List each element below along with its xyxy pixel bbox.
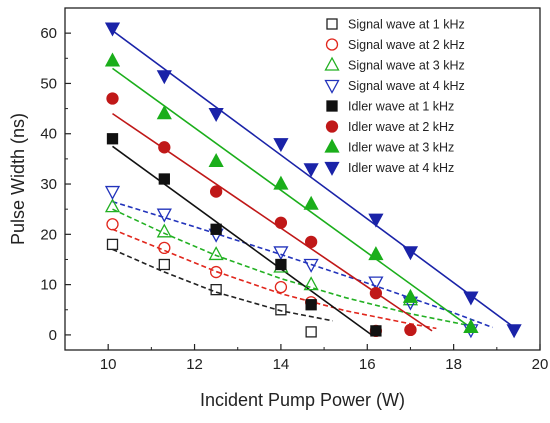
legend-label-2: Signal wave at 3 kHz — [348, 59, 465, 73]
data-point-6-4 — [303, 195, 319, 210]
data-point-0-3 — [275, 304, 287, 316]
data-point-3-4 — [303, 258, 319, 273]
data-point-0-0 — [106, 238, 119, 251]
data-point-5-4 — [304, 235, 318, 249]
x-axis-title: Incident Pump Power (W) — [200, 390, 405, 410]
data-point-7-1 — [156, 70, 172, 85]
x-tick-label: 18 — [445, 356, 462, 373]
fit-line-2 — [112, 208, 472, 327]
data-point-4-4 — [305, 299, 317, 311]
data-point-6-5 — [368, 246, 384, 261]
data-point-5-6 — [404, 323, 417, 337]
legend-marker-0 — [326, 18, 338, 30]
legend-label-7: Idler wave at 4 kHz — [348, 161, 454, 175]
data-point-7-7 — [463, 291, 479, 306]
data-point-1-3 — [274, 280, 288, 294]
legend-marker-6 — [324, 138, 340, 153]
legend-label-1: Signal wave at 2 kHz — [348, 38, 465, 52]
legend-marker-7 — [324, 161, 340, 176]
data-point-7-5 — [368, 213, 384, 228]
legend-label-4: Idler wave at 1 kHz — [348, 100, 454, 114]
data-point-6-1 — [156, 105, 172, 120]
data-point-0-2 — [210, 283, 222, 296]
y-tick-label: 60 — [40, 25, 57, 42]
data-point-5-2 — [209, 185, 223, 198]
data-point-3-3 — [273, 246, 289, 261]
data-point-1-0 — [106, 218, 119, 231]
data-point-7-6 — [402, 246, 419, 261]
legend-marker-5 — [325, 120, 339, 133]
fit-line-6 — [112, 67, 476, 332]
data-point-2-1 — [156, 223, 172, 238]
data-point-7-3 — [273, 138, 289, 153]
x-tick-label: 12 — [186, 356, 203, 373]
data-point-1-2 — [209, 265, 223, 279]
data-point-3-5 — [368, 276, 384, 291]
data-point-7-0 — [104, 22, 121, 37]
legend-marker-3 — [324, 79, 340, 94]
legend-label-0: Signal wave at 1 kHz — [348, 18, 465, 32]
data-point-5-5 — [369, 287, 383, 300]
data-point-6-3 — [273, 175, 289, 190]
data-point-7-2 — [208, 107, 224, 122]
data-point-0-1 — [158, 258, 170, 271]
y-tick-label: 30 — [40, 176, 57, 193]
data-point-5-0 — [106, 92, 119, 105]
legend-marker-2 — [324, 56, 340, 71]
x-tick-label: 10 — [100, 356, 117, 373]
data-point-7-8 — [506, 324, 522, 339]
fit-line-7 — [112, 29, 515, 329]
legend-label-3: Signal wave at 4 kHz — [348, 79, 465, 93]
fit-line-0 — [112, 248, 333, 322]
data-point-2-0 — [104, 198, 121, 213]
data-point-6-6 — [402, 288, 419, 303]
y-tick-label: 0 — [49, 327, 57, 344]
data-point-7-4 — [303, 163, 319, 178]
data-point-4-3 — [275, 258, 287, 271]
y-axis-title: Pulse Width (ns) — [8, 113, 28, 245]
data-point-6-7 — [463, 319, 479, 334]
x-tick-label: 14 — [273, 356, 290, 373]
data-point-5-1 — [158, 141, 171, 154]
legend-marker-4 — [326, 100, 338, 112]
data-point-1-1 — [158, 241, 171, 255]
data-point-2-4 — [303, 276, 319, 291]
data-point-4-0 — [106, 133, 119, 145]
x-tick-label: 16 — [359, 356, 376, 373]
legend-label-6: Idler wave at 3 kHz — [348, 141, 454, 155]
y-tick-label: 40 — [40, 126, 57, 143]
x-tick-label: 20 — [532, 356, 549, 373]
data-point-6-0 — [104, 52, 121, 67]
y-tick-label: 20 — [40, 226, 57, 243]
legend-marker-1 — [325, 38, 339, 51]
data-point-0-4 — [305, 326, 317, 338]
data-point-4-1 — [158, 173, 170, 185]
legend-label-5: Idler wave at 2 kHz — [348, 120, 454, 134]
plot-frame — [64, 7, 541, 351]
data-point-4-5 — [370, 325, 382, 337]
data-point-5-3 — [274, 216, 288, 229]
data-point-2-2 — [208, 246, 224, 261]
data-point-3-1 — [156, 208, 172, 223]
data-point-3-0 — [104, 185, 121, 200]
y-tick-label: 10 — [40, 277, 57, 294]
fit-line-4 — [112, 145, 373, 336]
data-point-6-2 — [208, 153, 224, 168]
data-point-4-2 — [210, 223, 222, 235]
y-tick-label: 50 — [40, 75, 57, 92]
